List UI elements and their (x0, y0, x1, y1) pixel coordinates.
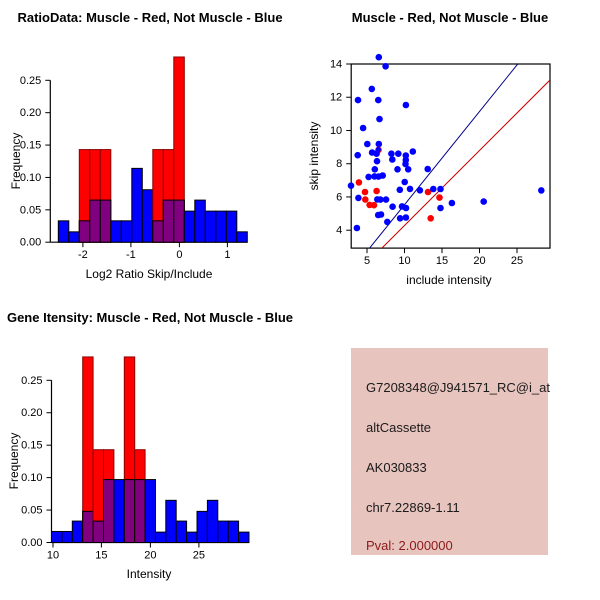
svg-text:20: 20 (473, 255, 485, 267)
svg-text:0: 0 (176, 249, 182, 261)
svg-text:-1: -1 (126, 249, 136, 261)
svg-text:0.05: 0.05 (21, 505, 42, 517)
svg-text:RatioData: Muscle - Red, Not M: RatioData: Muscle - Red, Not Muscle - Bl… (17, 10, 282, 25)
svg-text:include intensity: include intensity (406, 273, 491, 287)
svg-text:0.25: 0.25 (20, 75, 41, 87)
svg-text:25: 25 (193, 550, 205, 562)
svg-text:6: 6 (336, 191, 342, 203)
svg-text:10: 10 (47, 550, 59, 562)
svg-text:Frequency: Frequency (9, 133, 23, 190)
svg-text:-2: -2 (78, 249, 88, 261)
svg-text:12: 12 (330, 92, 342, 104)
svg-text:Pval: 2.000000: Pval: 2.000000 (366, 538, 453, 553)
svg-text:skip intensity: skip intensity (307, 122, 321, 191)
svg-text:Log2 Ratio Skip/Include: Log2 Ratio Skip/Include (86, 267, 213, 281)
svg-text:5: 5 (364, 255, 370, 267)
svg-text:0.20: 0.20 (20, 107, 41, 119)
svg-text:0.25: 0.25 (21, 375, 42, 387)
svg-text:15: 15 (95, 550, 107, 562)
svg-text:0.05: 0.05 (20, 204, 41, 216)
svg-text:altCassette: altCassette (366, 420, 431, 435)
svg-text:10: 10 (330, 125, 342, 137)
svg-text:Intensity: Intensity (127, 567, 172, 581)
svg-text:8: 8 (336, 158, 342, 170)
svg-text:0.00: 0.00 (20, 237, 41, 249)
svg-text:0.10: 0.10 (20, 172, 41, 184)
svg-text:25: 25 (511, 255, 523, 267)
svg-text:Muscle - Red, Not Muscle - Blu: Muscle - Red, Not Muscle - Blue (352, 10, 548, 25)
svg-text:20: 20 (144, 550, 156, 562)
svg-text:G7208348@J941571_RC@i_at: G7208348@J941571_RC@i_at (366, 380, 550, 395)
svg-text:0.15: 0.15 (20, 140, 41, 152)
svg-text:0.10: 0.10 (21, 472, 42, 484)
svg-text:1: 1 (224, 249, 230, 261)
svg-text:chr7.22869-1.11: chr7.22869-1.11 (366, 500, 460, 515)
svg-text:14: 14 (330, 59, 342, 71)
svg-text:0.20: 0.20 (21, 407, 42, 419)
svg-text:15: 15 (436, 255, 448, 267)
svg-text:10: 10 (398, 255, 410, 267)
svg-text:0.00: 0.00 (21, 537, 42, 549)
svg-text:Frequency: Frequency (7, 433, 21, 490)
svg-text:0.15: 0.15 (21, 440, 42, 452)
svg-text:4: 4 (336, 225, 342, 237)
svg-text:AK030833: AK030833 (366, 460, 427, 475)
svg-text:Gene Itensity: Muscle - Red, N: Gene Itensity: Muscle - Red, Not Muscle … (7, 310, 293, 325)
